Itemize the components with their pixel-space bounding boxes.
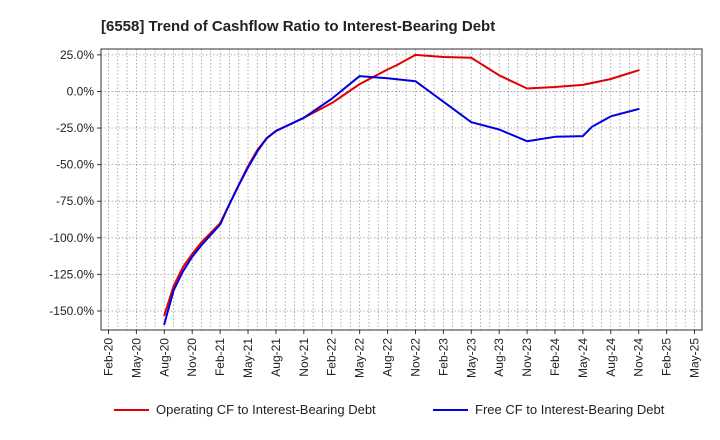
grid-lines [101, 49, 702, 330]
x-tick-label: Nov-23 [520, 338, 534, 377]
legend-label-free-cf: Free CF to Interest-Bearing Debt [475, 402, 665, 417]
x-tick-label: May-24 [576, 338, 590, 378]
x-tick-label: Nov-20 [185, 338, 199, 377]
series-layer [163, 53, 640, 326]
y-tick-label: -50.0% [56, 158, 94, 172]
x-tick-label: Aug-24 [604, 338, 618, 377]
x-tick-label: May-20 [129, 338, 143, 378]
x-tick-label: Feb-24 [548, 338, 562, 376]
x-tick-label: Aug-20 [157, 338, 171, 377]
x-tick-label: Nov-22 [408, 338, 422, 377]
chart-title: [6558] Trend of Cashflow Ratio to Intere… [101, 18, 495, 35]
x-tick-label: May-22 [353, 338, 367, 378]
x-tick-label: Feb-23 [436, 338, 450, 376]
x-tick-label: May-25 [688, 338, 702, 378]
x-tick-label: Feb-22 [325, 338, 339, 376]
x-tick-label: Feb-20 [102, 338, 116, 376]
y-tick-label: 25.0% [60, 48, 94, 62]
y-tick-label: -150.0% [49, 304, 94, 318]
legend: Operating CF to Interest-Bearing Debt Fre… [114, 402, 665, 417]
y-tick-label: -100.0% [49, 231, 94, 245]
plot-area [101, 49, 702, 330]
y-axis: 25.0% 0.0% -25.0% -50.0% -75.0% -100.0% -125.0… [49, 48, 101, 318]
x-axis: Feb-20 May-20 Aug-20 Nov-20 Feb-21 May-21 Aug-… [102, 330, 702, 378]
x-tick-label: Aug-22 [381, 338, 395, 377]
x-tick-label: Feb-21 [213, 338, 227, 376]
y-tick-label: -25.0% [56, 121, 94, 135]
y-tick-label: -125.0% [49, 267, 94, 281]
x-tick-label: May-21 [241, 338, 255, 378]
legend-label-operating-cf: Operating CF to Interest-Bearing Debt [156, 402, 376, 417]
series-line-operating-cf [163, 53, 640, 317]
plot-frame [100, 48, 703, 331]
x-tick-label: Nov-21 [297, 338, 311, 377]
y-tick-label: -75.0% [56, 194, 94, 208]
x-tick-label: Aug-21 [269, 338, 283, 377]
x-tick-label: Aug-23 [492, 338, 506, 377]
y-tick-label: 0.0% [67, 84, 95, 98]
x-tick-label: Feb-25 [660, 338, 674, 376]
x-tick-label: Nov-24 [632, 338, 646, 377]
series-line-free-cf [163, 75, 640, 326]
x-tick-label: May-23 [464, 338, 478, 378]
